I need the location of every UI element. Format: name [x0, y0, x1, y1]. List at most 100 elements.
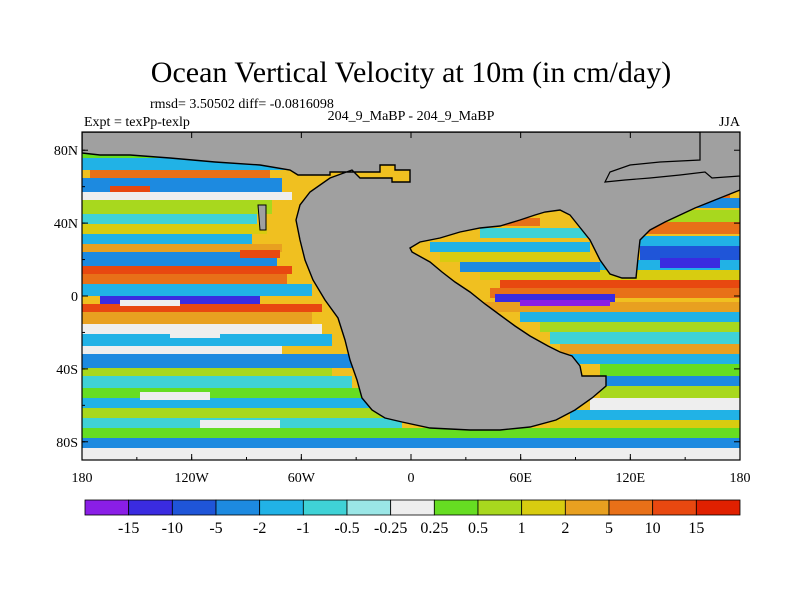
field-patch	[660, 258, 720, 268]
field-patch	[120, 300, 180, 306]
x-tick-label: 180	[730, 471, 751, 486]
field-band	[82, 354, 352, 368]
field-patch	[200, 420, 280, 428]
stats-label: rmsd= 3.50502 diff= -0.0816098	[150, 97, 334, 112]
field-band	[82, 284, 312, 296]
field-band	[640, 246, 740, 260]
colorbar-swatch	[608, 499, 654, 516]
field-band	[90, 170, 270, 178]
x-tick-label: 0	[408, 471, 415, 486]
x-tick-label: 60E	[509, 471, 532, 486]
colorbar-label: -10	[162, 520, 183, 537]
field-band	[82, 368, 332, 376]
colorbar-swatch	[652, 499, 697, 516]
field-patch	[170, 330, 220, 338]
field-patch	[110, 186, 150, 192]
field-band	[82, 388, 362, 398]
colorbar-swatch	[564, 499, 610, 516]
field-band	[480, 302, 740, 312]
field-band	[520, 312, 740, 322]
y-tick-label: 0	[71, 290, 78, 305]
colorbar-swatch	[302, 499, 348, 516]
field-band	[82, 398, 372, 408]
field-band	[560, 344, 740, 354]
chart-title: Ocean Vertical Velocity at 10m (in cm/da…	[151, 56, 671, 89]
colorbar-swatch	[171, 499, 217, 516]
center-label: 204_9_MaBP - 204_9_MaBP	[328, 109, 495, 124]
field-band	[500, 280, 740, 288]
field-band	[460, 262, 600, 272]
land-small-island	[257, 204, 267, 231]
field-band	[600, 386, 740, 398]
field-band	[82, 346, 282, 354]
y-tick-label: 80S	[56, 436, 78, 451]
colorbar-label: -0.25	[374, 520, 407, 537]
field-band	[500, 218, 540, 226]
field-band	[590, 398, 740, 410]
field-band	[490, 288, 740, 298]
y-tick-label: 80N	[54, 144, 78, 159]
field-patch	[240, 250, 280, 258]
field-band	[430, 242, 590, 252]
colorbar-swatch	[346, 499, 392, 516]
field-band	[82, 192, 292, 200]
colorbar-label: 2	[561, 520, 569, 537]
field-band	[82, 252, 277, 266]
x-tick-label: 120E	[616, 471, 646, 486]
colorbar-label: 5	[605, 520, 613, 537]
field-band	[570, 410, 740, 420]
field-band	[550, 420, 740, 428]
y-tick-label: 40N	[54, 217, 78, 232]
map-plot	[82, 132, 740, 460]
field-band	[82, 324, 322, 334]
experiment-label: Expt = texPp-texlp	[84, 115, 190, 130]
field-band	[82, 200, 272, 214]
field-band	[550, 332, 740, 344]
colorbar-swatch	[259, 499, 304, 516]
field-band	[82, 312, 312, 324]
colorbar-label: -0.5	[334, 520, 359, 537]
x-axis: 180 120W 60W 0 60E 120E 180	[72, 132, 751, 486]
field-band	[82, 214, 257, 224]
colorbar-swatch	[390, 499, 435, 516]
field-band	[82, 376, 352, 388]
field-band	[82, 304, 322, 312]
field-band	[606, 376, 740, 386]
field-band	[540, 322, 740, 332]
field-band	[82, 438, 740, 448]
field-band	[82, 408, 392, 418]
field-patch	[520, 300, 610, 306]
colorbar: -15 -10 -5 -2 -1 -0.5 -0.25 0.25 0.5 1 2 5 10 15	[84, 499, 741, 537]
field-band	[570, 354, 740, 364]
colorbar-label: -15	[118, 520, 139, 537]
velocity-field	[82, 140, 740, 460]
colorbar-label: -5	[209, 520, 222, 537]
land-masses	[82, 132, 740, 431]
colorbar-swatch	[521, 499, 566, 516]
land-american-block	[82, 132, 740, 431]
colorbar-swatch	[128, 499, 173, 516]
season-label: JJA	[719, 115, 741, 130]
colorbar-swatch	[695, 499, 741, 516]
field-band	[82, 428, 740, 438]
x-tick-label: 120W	[175, 471, 210, 486]
colorbar-label: 0.25	[420, 520, 448, 537]
field-band	[600, 364, 740, 376]
x-tick-label: 60W	[288, 471, 316, 486]
colorbar-label: 0.5	[468, 520, 488, 537]
field-patch	[140, 392, 210, 400]
field-band	[82, 234, 252, 244]
colorbar-label: 10	[645, 520, 661, 537]
y-tick-label: 40S	[56, 363, 78, 378]
field-band	[495, 294, 615, 302]
field-band	[82, 274, 287, 284]
land-northeast-coast	[603, 132, 740, 183]
field-band	[82, 224, 267, 234]
colorbar-label: -2	[253, 520, 266, 537]
colorbar-swatch	[84, 499, 130, 516]
field-band	[82, 266, 292, 274]
colorbar-swatch	[215, 499, 261, 516]
y-axis: 80N 40N 0 40S 80S	[54, 144, 740, 451]
field-band	[440, 252, 590, 262]
